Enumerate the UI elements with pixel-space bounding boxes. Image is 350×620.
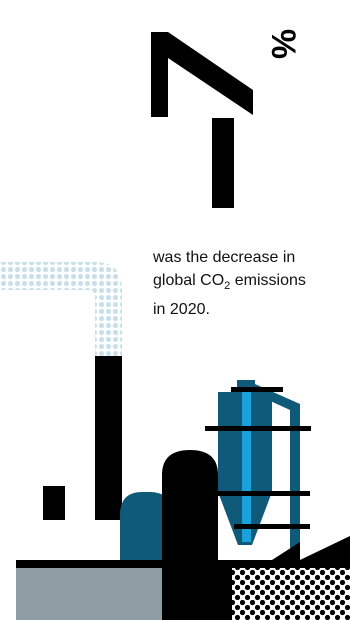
smoke-plume xyxy=(0,262,122,360)
caption-co2-subscript: 2 xyxy=(224,280,231,293)
statistic-unit: % xyxy=(264,29,302,59)
statistic-value-glyph xyxy=(151,32,253,208)
sawtooth-roof xyxy=(272,536,350,560)
caption-line-1: was the decrease in xyxy=(153,249,296,266)
ground-grey xyxy=(16,568,178,620)
caption-line-2: global CO2 emissions xyxy=(153,269,343,298)
statistic-graphic: 7 % xyxy=(151,29,302,208)
dome-building xyxy=(120,492,172,560)
caption-line-3: in 2020. xyxy=(153,301,210,319)
caption: was the decrease in global CO2 emissions… xyxy=(153,246,343,321)
caption-co2-suffix: emissions xyxy=(230,272,306,289)
ground-dotted xyxy=(232,568,350,620)
caption-co2-prefix: global CO xyxy=(153,272,225,289)
silo xyxy=(162,450,218,620)
industrial-tower xyxy=(205,380,311,548)
small-block xyxy=(43,486,65,520)
chimney xyxy=(95,356,122,520)
factory-illustration xyxy=(0,262,350,620)
